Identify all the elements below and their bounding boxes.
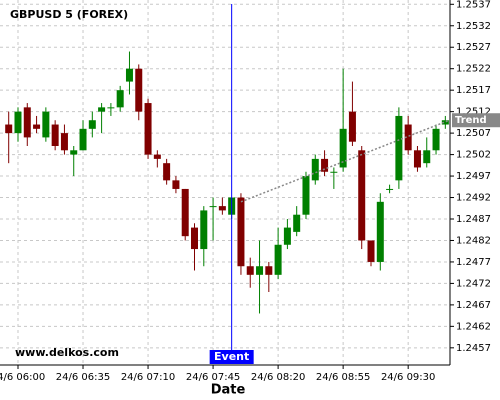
x-tick-label: 24/6 08:55 [316,372,370,383]
candle-body [5,124,13,134]
y-tick-label: 1.2507 [456,128,491,139]
y-tick-label: 1.2502 [456,150,491,161]
candle-body [367,240,375,262]
y-tick-label: 1.2462 [456,321,491,332]
y-tick-label: 1.2477 [456,257,491,268]
candle-body [302,176,310,215]
candle-body [107,107,115,109]
candle-body [163,163,171,181]
candle-body [125,68,133,82]
candle-body [256,266,264,275]
watermark: www.delkos.com [15,346,119,359]
candle-body [339,128,347,168]
candle-body [209,206,217,208]
candle-body [200,210,208,250]
grid [0,0,450,365]
candle-body [98,107,106,112]
y-tick-label: 1.2532 [456,21,491,32]
candle-body [413,150,421,168]
candle-body [172,180,180,189]
x-tick-label: 24/6 07:45 [186,372,240,383]
candle-body [274,244,282,275]
y-tick-label: 1.2527 [456,42,491,53]
trend-label-box [452,113,500,128]
candle-body [70,150,78,155]
x-tick-label: 24/6 06:00 [0,372,45,383]
candle-body [358,150,366,241]
candle-body [386,188,394,190]
candle-body [376,201,384,262]
candle-body [144,103,152,155]
candle-body [265,266,273,275]
candle-body [60,133,68,151]
candle-body [246,266,254,275]
candle-body [395,115,403,181]
candle-body [218,206,226,211]
candle-body [293,214,301,232]
candle-body [311,158,319,181]
y-tick-label: 1.2512 [456,107,491,118]
candle-body [330,171,338,173]
y-tick-label: 1.2482 [456,235,491,246]
x-tick-label: 24/6 06:35 [56,372,110,383]
candle-body [423,150,431,164]
trend-label: Trend [455,115,487,126]
y-tick-label: 1.2537 [456,0,491,10]
candle-body [191,227,198,250]
candle-body [237,197,245,267]
trend-line [240,119,450,203]
candle-body [23,107,31,138]
chart-title: GBPUSD 5 (FOREX) [10,8,128,21]
y-tick-label: 1.2487 [456,214,491,225]
candle-body [181,188,189,237]
candles [5,51,449,314]
y-tick-label: 1.2492 [456,193,491,204]
candle-body [79,128,87,151]
x-axis-title: Date [211,383,246,398]
x-tick-label: 24/6 08:20 [251,372,305,383]
event-label: Event [214,350,249,363]
candle-body [432,128,440,151]
y-tick-label: 1.2457 [456,343,491,354]
candle-body [42,111,50,138]
candle-body [116,90,124,108]
event-label-box [209,350,254,364]
y-tick-label: 1.2497 [456,171,491,182]
candle-body [404,124,412,151]
y-tick-label: 1.2472 [456,278,491,289]
candle-body [441,120,449,125]
candle-body [33,124,41,129]
candle-body [283,227,291,245]
candle-body [348,111,356,142]
x-tick-label: 24/6 07:10 [121,372,175,383]
y-tick-label: 1.2517 [456,85,491,96]
candle-body [153,154,161,159]
candle-body [14,111,22,134]
candle-body [51,124,59,146]
y-tick-label: 1.2522 [456,64,491,75]
candle-body [135,68,143,112]
candle-body [88,120,96,129]
candle-body [321,158,329,172]
x-tick-label: 24/6 09:30 [381,372,435,383]
y-tick-label: 1.2467 [456,300,491,311]
